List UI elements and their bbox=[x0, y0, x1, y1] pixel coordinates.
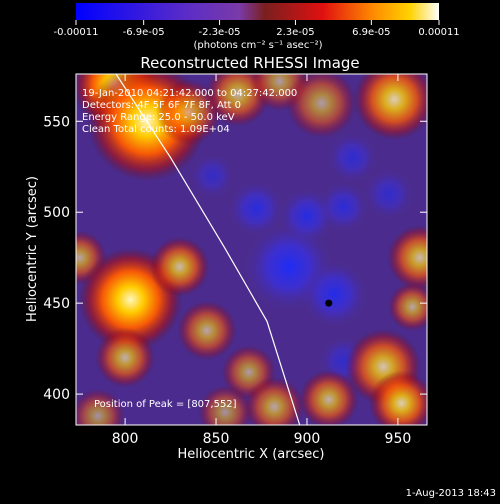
emission-source bbox=[286, 74, 357, 139]
colorbar-tick-label: 0.00011 bbox=[418, 27, 459, 38]
info-line: 19-Jan-2010 04:21:42.000 to 04:27:42.000 bbox=[82, 88, 297, 99]
colorbar-tick-label: 6.9e-05 bbox=[352, 27, 390, 38]
emission-source bbox=[176, 300, 237, 361]
emission-source bbox=[244, 376, 305, 425]
emission-source bbox=[386, 224, 427, 291]
colorbar-tick-label: -0.00011 bbox=[54, 27, 99, 38]
y-tick-label: 450 bbox=[43, 296, 70, 312]
negative-flux-region bbox=[364, 169, 414, 219]
info-line: Detectors: 4F 5F 6F 7F 8F, Att 0 bbox=[82, 100, 241, 111]
emission-source bbox=[298, 369, 359, 425]
x-axis-label: Heliocentric X (arcsec) bbox=[178, 447, 325, 462]
emission-source bbox=[197, 384, 253, 425]
emission-source bbox=[95, 327, 156, 388]
x-tick-label: 900 bbox=[294, 431, 321, 447]
negative-flux-region bbox=[228, 181, 284, 236]
emission-source bbox=[387, 282, 427, 332]
plot-area bbox=[76, 74, 427, 425]
colorbar: -0.00011 -6.9e-05 -2.3e-05 2.3e-05 6.9e-05 0.… bbox=[54, 3, 460, 51]
timestamp: 1-Aug-2013 18:43 bbox=[406, 488, 496, 499]
local-minimum-marker bbox=[325, 299, 333, 307]
negative-flux-region bbox=[301, 261, 367, 327]
emission-source bbox=[76, 388, 126, 425]
y-tick-label: 500 bbox=[43, 205, 70, 221]
y-tick-label: 400 bbox=[43, 387, 70, 403]
emission-source bbox=[368, 370, 427, 425]
solar-limb-line bbox=[115, 74, 301, 425]
chart-title: Reconstructed RHESSI Image bbox=[140, 54, 359, 72]
peak-position-label: Position of Peak = [807,552] bbox=[94, 399, 237, 410]
plot-frame bbox=[75, 73, 428, 426]
emission-source bbox=[156, 79, 222, 145]
colorbar-gradient bbox=[76, 3, 439, 20]
emission-source bbox=[353, 74, 427, 141]
info-block: 19-Jan-2010 04:21:42.000 to 04:27:42.000… bbox=[82, 88, 297, 135]
negative-flux-region bbox=[327, 133, 377, 183]
x-tick-label: 850 bbox=[203, 431, 230, 447]
colorbar-tick-label: -6.9e-05 bbox=[123, 27, 165, 38]
negative-flux-region bbox=[318, 182, 368, 232]
info-line: Clean Total counts: 1.09E+04 bbox=[82, 124, 230, 135]
colorbar-tick-label: -2.3e-05 bbox=[199, 27, 241, 38]
negative-flux-region bbox=[190, 154, 235, 198]
x-tick-label: 800 bbox=[112, 431, 139, 447]
y-tick-label: 550 bbox=[43, 114, 70, 130]
info-line: Energy Range: 25.0 - 50.0 keV bbox=[82, 112, 235, 123]
colorbar-unit: (photons cm⁻² s⁻¹ asec⁻²) bbox=[193, 40, 322, 51]
y-axis-label: Heliocentric Y (arcsec) bbox=[25, 176, 40, 322]
x-tick-label: 950 bbox=[385, 431, 412, 447]
colorbar-tick-label: 2.3e-05 bbox=[276, 27, 314, 38]
emission-source bbox=[149, 236, 210, 297]
